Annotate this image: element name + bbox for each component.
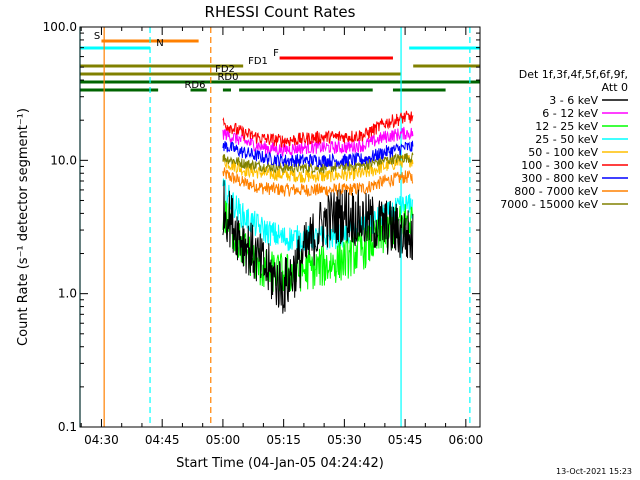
series-line <box>222 180 414 314</box>
x-tick-label: 05:30 <box>327 433 362 447</box>
legend-label: 7000 - 15000 keV <box>500 198 598 211</box>
flag-label: FD1 <box>248 56 268 67</box>
x-tick-label: 05:45 <box>388 433 423 447</box>
x-tick-label: 05:00 <box>206 433 241 447</box>
legend-label: 50 - 100 keV <box>528 146 598 159</box>
axes: 0.1 1.0 10.0 100.0 04:30 04:45 05:00 05:15 05:30… <box>43 20 483 447</box>
x-axis-label: Start Time (04-Jan-05 04:24:42) <box>176 456 384 471</box>
plot-frame <box>79 26 481 428</box>
timestamp: 13-Oct-2021 15:23 <box>556 467 632 476</box>
y-tick-label: 1.0 <box>58 287 77 301</box>
flag-label: RD0 <box>217 72 238 83</box>
flag-label: S <box>94 31 100 42</box>
data-series <box>222 110 414 314</box>
series-line <box>222 140 414 168</box>
y-tick-label: 0.1 <box>58 420 77 434</box>
chart-title: RHESSI Count Rates <box>205 3 356 21</box>
legend-label: 100 - 300 keV <box>521 159 598 172</box>
x-tick-label: 05:15 <box>266 433 301 447</box>
y-tick-label: 100.0 <box>43 20 77 34</box>
legend: Det 1f,3f,4f,5f,6f,9f, Att 0 3 - 6 keV6 … <box>500 68 628 211</box>
flag-label: FD2 <box>215 64 235 75</box>
x-tick-label: 04:30 <box>84 433 119 447</box>
legend-header: Att 0 <box>602 81 628 94</box>
series-line <box>222 167 414 197</box>
flag-label: RD6 <box>184 80 205 91</box>
y-axis-label: Count Rate (s⁻¹ detector segment⁻¹) <box>16 108 31 346</box>
flag-label: N <box>156 38 163 49</box>
x-tick-label: 04:45 <box>145 433 180 447</box>
legend-label: 12 - 25 keV <box>535 120 598 133</box>
legend-label: 6 - 12 keV <box>542 107 598 120</box>
legend-label: 300 - 800 keV <box>521 172 598 185</box>
y-tick-label: 10.0 <box>50 153 77 167</box>
flag-label: F <box>273 48 279 59</box>
legend-label: 3 - 6 keV <box>549 94 598 107</box>
series-line <box>222 110 414 148</box>
series-line <box>222 126 414 157</box>
legend-label: 800 - 7000 keV <box>514 185 598 198</box>
legend-label: 25 - 50 keV <box>535 133 598 146</box>
series-line <box>222 153 414 184</box>
x-tick-label: 06:00 <box>449 433 484 447</box>
legend-header: Det 1f,3f,4f,5f,6f,9f, <box>519 68 628 81</box>
